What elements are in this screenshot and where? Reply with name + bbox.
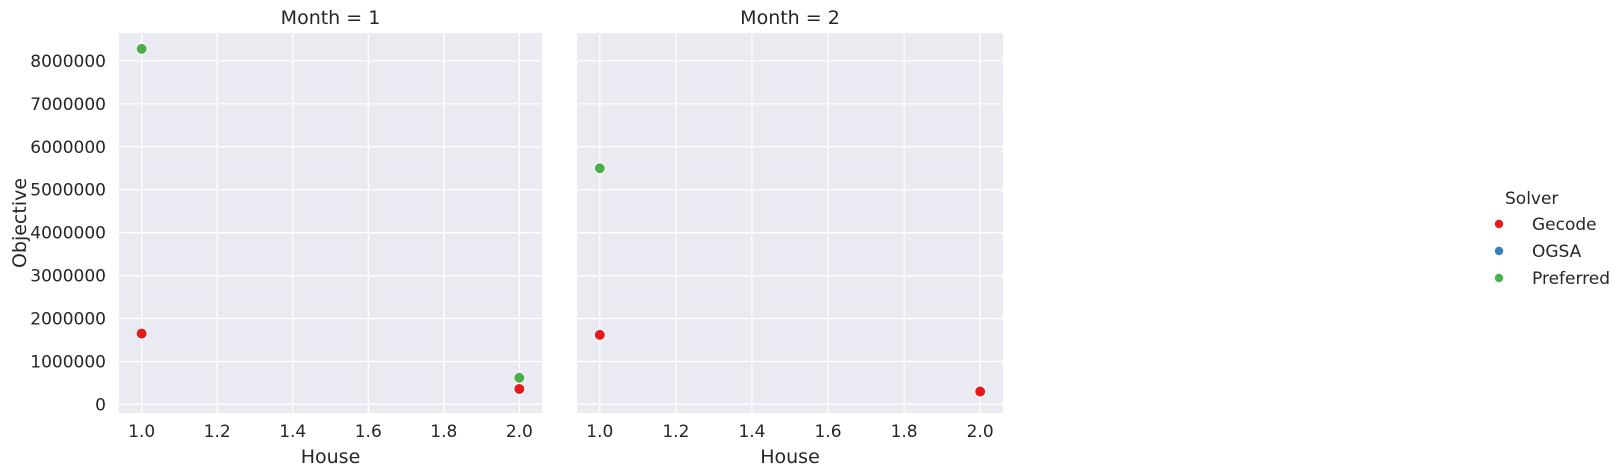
x-tick-label: 1.6 — [815, 422, 842, 442]
legend-label-ogsa: OGSA — [1532, 242, 1582, 262]
x-axis-label: House — [301, 446, 361, 468]
x-axis-label: House — [760, 446, 820, 468]
y-tick-label: 1000000 — [30, 352, 106, 372]
legend-marker-preferred — [1494, 273, 1504, 283]
x-tick-label: 1.6 — [355, 422, 382, 442]
legend-label-preferred: Preferred — [1532, 269, 1610, 289]
y-tick-label: 3000000 — [30, 267, 106, 287]
x-tick-label: 1.0 — [586, 422, 613, 442]
y-axis-label: Objective — [9, 178, 31, 268]
data-point-gecode — [593, 328, 606, 341]
legend: Solver Gecode OGSA Preferred — [1494, 189, 1610, 289]
data-point-gecode — [513, 382, 526, 395]
x-tick-label: 1.4 — [738, 422, 765, 442]
y-tick-label: 5000000 — [30, 181, 106, 201]
facet-panel-2: 1.0 1.2 1.4 1.6 1.8 2.0 Month = 2 House — [577, 7, 1003, 468]
panel-title: Month = 2 — [740, 7, 840, 29]
x-tick-label: 1.2 — [662, 422, 689, 442]
y-tick-label: 6000000 — [30, 138, 106, 158]
data-point-preferred — [593, 162, 606, 175]
x-tick-label: 1.8 — [891, 422, 918, 442]
legend-marker-gecode — [1494, 219, 1504, 229]
x-tick-label: 1.0 — [128, 422, 155, 442]
data-point-gecode — [135, 327, 148, 340]
panel-title: Month = 1 — [281, 7, 381, 29]
plot-area — [577, 33, 1003, 413]
x-tick-label: 1.4 — [279, 422, 306, 442]
y-tick-label: 0 — [95, 395, 106, 415]
legend-title: Solver — [1505, 189, 1558, 209]
x-tick-label: 2.0 — [506, 422, 533, 442]
x-tick-label: 2.0 — [967, 422, 994, 442]
legend-label-gecode: Gecode — [1532, 215, 1597, 235]
facet-panel-1: 1.0 1.2 1.4 1.6 1.8 2.0 0 1000000 2000000 3000000… — [30, 7, 542, 468]
data-point-preferred — [513, 371, 526, 384]
y-tick-label: 8000000 — [30, 52, 106, 72]
plot-area — [119, 33, 542, 413]
data-point-preferred — [135, 42, 148, 55]
y-tick-label: 7000000 — [30, 95, 106, 115]
legend-marker-ogsa — [1494, 246, 1504, 256]
x-tick-label: 1.8 — [430, 422, 457, 442]
x-tick-label: 1.2 — [204, 422, 231, 442]
y-tick-label: 2000000 — [30, 310, 106, 330]
y-tick-label: 4000000 — [30, 224, 106, 244]
data-point-gecode — [974, 385, 987, 398]
